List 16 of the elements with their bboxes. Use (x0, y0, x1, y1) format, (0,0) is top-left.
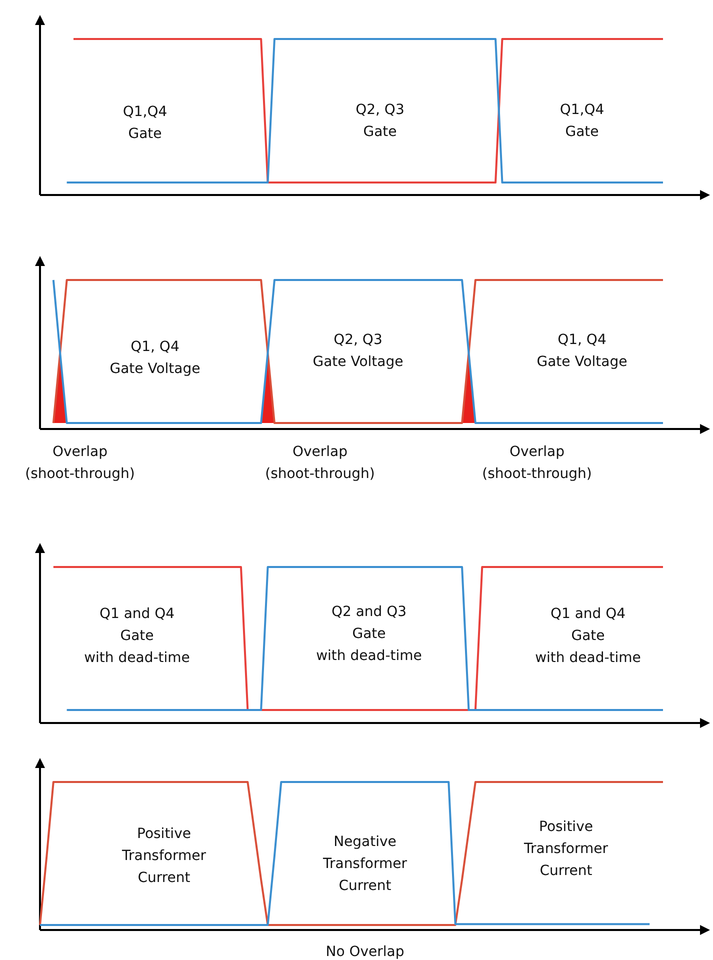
annotation: Q2, Q3 Gate Voltage (312, 332, 404, 370)
annotation: Positive Transformer Current (522, 819, 608, 879)
annotation: Negative Transformer Current (322, 834, 408, 894)
text: Overlap (shoot-through) (265, 444, 375, 482)
text: Overlap (shoot-through) (482, 444, 592, 482)
annotation: Q1,Q4 Gate (560, 102, 604, 140)
annotation: Q2, Q3 Gate (356, 102, 404, 140)
annotation: Q1, Q4 Gate Voltage (536, 332, 628, 370)
annotation: Q1 and Q4 Gate with dead-time (535, 606, 641, 666)
annotation: Q2 and Q3 Gate with dead-time (316, 604, 422, 664)
text: Overlap (shoot-through) (25, 444, 135, 482)
text: No Overlap (326, 944, 404, 960)
annotation: Positive Transformer Current (120, 826, 206, 886)
annotation: Q1,Q4 Gate (122, 104, 168, 142)
annotation: Q1, Q4 Gate Voltage (110, 339, 200, 377)
annotation: Q1 and Q4 Gate with dead-time (84, 606, 190, 666)
